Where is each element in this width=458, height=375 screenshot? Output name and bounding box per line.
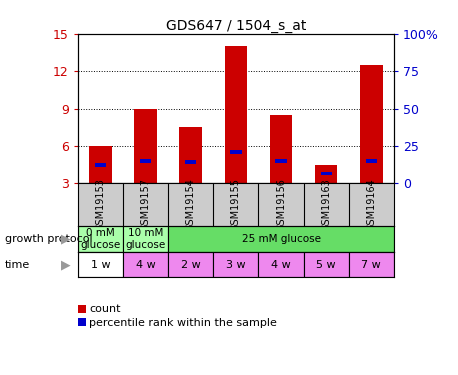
Text: 0 mM
glucose: 0 mM glucose: [80, 228, 120, 250]
Bar: [213, 252, 258, 278]
Text: GSM19153: GSM19153: [95, 178, 105, 231]
Text: 3 w: 3 w: [226, 260, 245, 270]
Bar: [349, 252, 394, 278]
Text: ▶: ▶: [61, 258, 71, 271]
Bar: [140, 159, 151, 163]
Bar: [315, 165, 338, 183]
Bar: [168, 226, 394, 252]
Text: 4 w: 4 w: [136, 260, 155, 270]
Text: ▶: ▶: [61, 232, 71, 246]
Bar: [321, 172, 332, 176]
Text: GSM19154: GSM19154: [186, 178, 196, 231]
Text: percentile rank within the sample: percentile rank within the sample: [89, 318, 277, 327]
Text: GSM19164: GSM19164: [366, 178, 376, 231]
Bar: [134, 109, 157, 183]
Text: GSM19157: GSM19157: [141, 178, 151, 231]
Text: growth protocol: growth protocol: [5, 234, 92, 244]
Bar: [123, 226, 168, 252]
Bar: [360, 65, 382, 183]
Text: count: count: [89, 304, 121, 314]
Text: 4 w: 4 w: [271, 260, 291, 270]
Text: 25 mM glucose: 25 mM glucose: [241, 234, 321, 244]
Text: time: time: [5, 260, 30, 270]
Text: GSM19155: GSM19155: [231, 178, 241, 231]
Text: 7 w: 7 w: [361, 260, 381, 270]
Text: 10 mM
glucose: 10 mM glucose: [125, 228, 166, 250]
Bar: [275, 159, 287, 163]
Bar: [89, 146, 112, 183]
Bar: [78, 252, 123, 278]
Bar: [123, 252, 168, 278]
Text: 1 w: 1 w: [91, 260, 110, 270]
Text: GSM19163: GSM19163: [321, 178, 331, 231]
Bar: [270, 115, 292, 183]
Bar: [185, 160, 196, 164]
Bar: [224, 46, 247, 183]
Text: 5 w: 5 w: [316, 260, 336, 270]
Bar: [168, 252, 213, 278]
Bar: [78, 226, 123, 252]
Bar: [180, 127, 202, 183]
Bar: [304, 252, 349, 278]
Bar: [365, 159, 377, 163]
Bar: [258, 252, 304, 278]
Text: GSM19156: GSM19156: [276, 178, 286, 231]
Bar: [230, 150, 241, 154]
Text: 2 w: 2 w: [181, 260, 201, 270]
Title: GDS647 / 1504_s_at: GDS647 / 1504_s_at: [166, 19, 306, 33]
Bar: [95, 163, 106, 166]
